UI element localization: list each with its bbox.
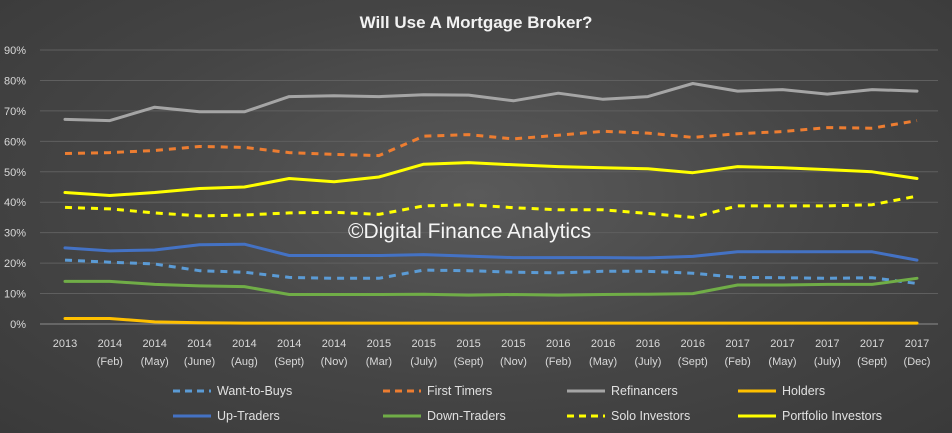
legend-label: Refinancers (611, 384, 678, 398)
legend-item: Portfolio Investors (738, 409, 882, 423)
series-line-first-timers (64, 119, 918, 158)
x-tick-label: 2017 (Dec) (904, 338, 931, 368)
x-tick-label: 2014 (June) (184, 338, 215, 368)
x-tick-label: 2017 (July) (814, 338, 841, 368)
series-line-up-traders (63, 242, 919, 262)
x-tick-label: 2017 (Sept) (857, 338, 887, 368)
legend-item: Holders (738, 384, 825, 398)
x-tick-label: 2015 (Nov) (500, 338, 527, 368)
legend-label: Want-to-Buys (217, 384, 292, 398)
x-tick-label: 2014 (Nov) (321, 338, 348, 368)
grid-lines (40, 49, 938, 325)
y-tick-label: 40% (4, 197, 26, 209)
watermark-text: ©Digital Finance Analytics (348, 220, 591, 243)
legend-label: First Timers (427, 384, 492, 398)
legend-item: First Timers (383, 384, 492, 398)
series-line-portfolio-investors (63, 161, 919, 197)
x-tick-label: 2016 (May) (589, 338, 617, 368)
legend-item: Down-Traders (383, 409, 506, 423)
x-tick-label: 2016 (Sept) (678, 338, 708, 368)
x-tick-label: 2015 (Mar) (366, 338, 392, 368)
y-tick-label: 0% (10, 319, 26, 331)
chart-title: Will Use A Mortgage Broker? (360, 13, 593, 32)
y-tick-label: 90% (4, 45, 26, 57)
legend-item: Refinancers (567, 384, 678, 398)
x-tick-label: 2015 (July) (410, 338, 437, 368)
x-tick-label: 2014 (May) (141, 338, 169, 368)
y-axis: 0% 10% 20% 30% 40% 50% 60% 70% 80% 90% (4, 45, 26, 331)
series-line-refinancers (63, 82, 919, 123)
series-line-down-traders (63, 276, 919, 297)
series-line-solo-investors (64, 194, 918, 219)
legend-label: Solo Investors (611, 409, 690, 423)
y-tick-label: 50% (4, 167, 26, 179)
x-tick-label: 2017 (Feb) (724, 338, 750, 368)
legend-label: Portfolio Investors (782, 409, 882, 423)
legend-label: Up-Traders (217, 409, 280, 423)
legend-label: Down-Traders (427, 409, 506, 423)
legend-item: Up-Traders (173, 409, 280, 423)
x-tick-label: 2016 (Feb) (545, 338, 571, 368)
y-tick-label: 80% (4, 75, 26, 87)
legend-item: Solo Investors (567, 409, 690, 423)
x-tick-label: 2014 (Feb) (97, 338, 123, 368)
y-tick-label: 20% (4, 258, 26, 270)
x-tick-label: 2015 (Sept) (454, 338, 484, 368)
y-tick-label: 30% (4, 228, 26, 240)
plot-area (63, 82, 919, 325)
x-tick-label: 2014 (Aug) (231, 338, 258, 368)
y-tick-label: 10% (4, 289, 26, 301)
y-tick-label: 70% (4, 106, 26, 118)
series-line-holders (63, 317, 919, 325)
x-tick-label: 2017 (May) (768, 338, 796, 368)
x-tick-label: 2016 (July) (635, 338, 662, 368)
x-tick-label: 2013 (53, 338, 77, 350)
x-axis: 2013 2014 (Feb) 2014 (May) 2014 (June) 2014 (Aug… (53, 338, 931, 368)
y-tick-label: 60% (4, 136, 26, 148)
legend-item: Want-to-Buys (173, 384, 292, 398)
x-tick-label: 2014 (Sept) (274, 338, 304, 368)
legend-label: Holders (782, 384, 825, 398)
legend: Want-to-Buys First Timers Refinancers Holde… (173, 384, 882, 423)
